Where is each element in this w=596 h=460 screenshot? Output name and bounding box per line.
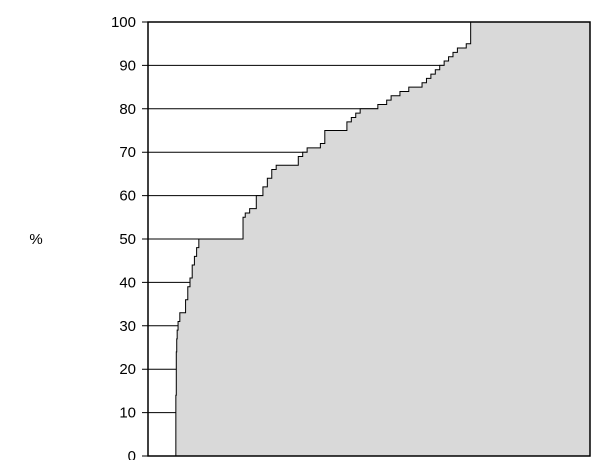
y-tick-label: 60: [119, 188, 136, 205]
y-tick-label: 20: [119, 361, 136, 378]
series-area: [148, 22, 590, 456]
y-tick-label: 10: [119, 405, 136, 422]
y-tick-label: 90: [119, 57, 136, 74]
y-axis-label: %: [29, 231, 42, 248]
y-tick-label: 0: [128, 448, 136, 460]
y-tick-label: 40: [119, 274, 136, 291]
y-tick-label: 30: [119, 318, 136, 335]
y-tick-labels: 0 10 20 30 40 50 60 70 80 90 100: [111, 14, 136, 460]
y-tick-label: 50: [119, 231, 136, 248]
plot-frame: [147, 21, 591, 457]
y-tick-label: 70: [119, 144, 136, 161]
y-tick-label: 80: [119, 101, 136, 118]
y-tick-label: 100: [111, 14, 136, 31]
